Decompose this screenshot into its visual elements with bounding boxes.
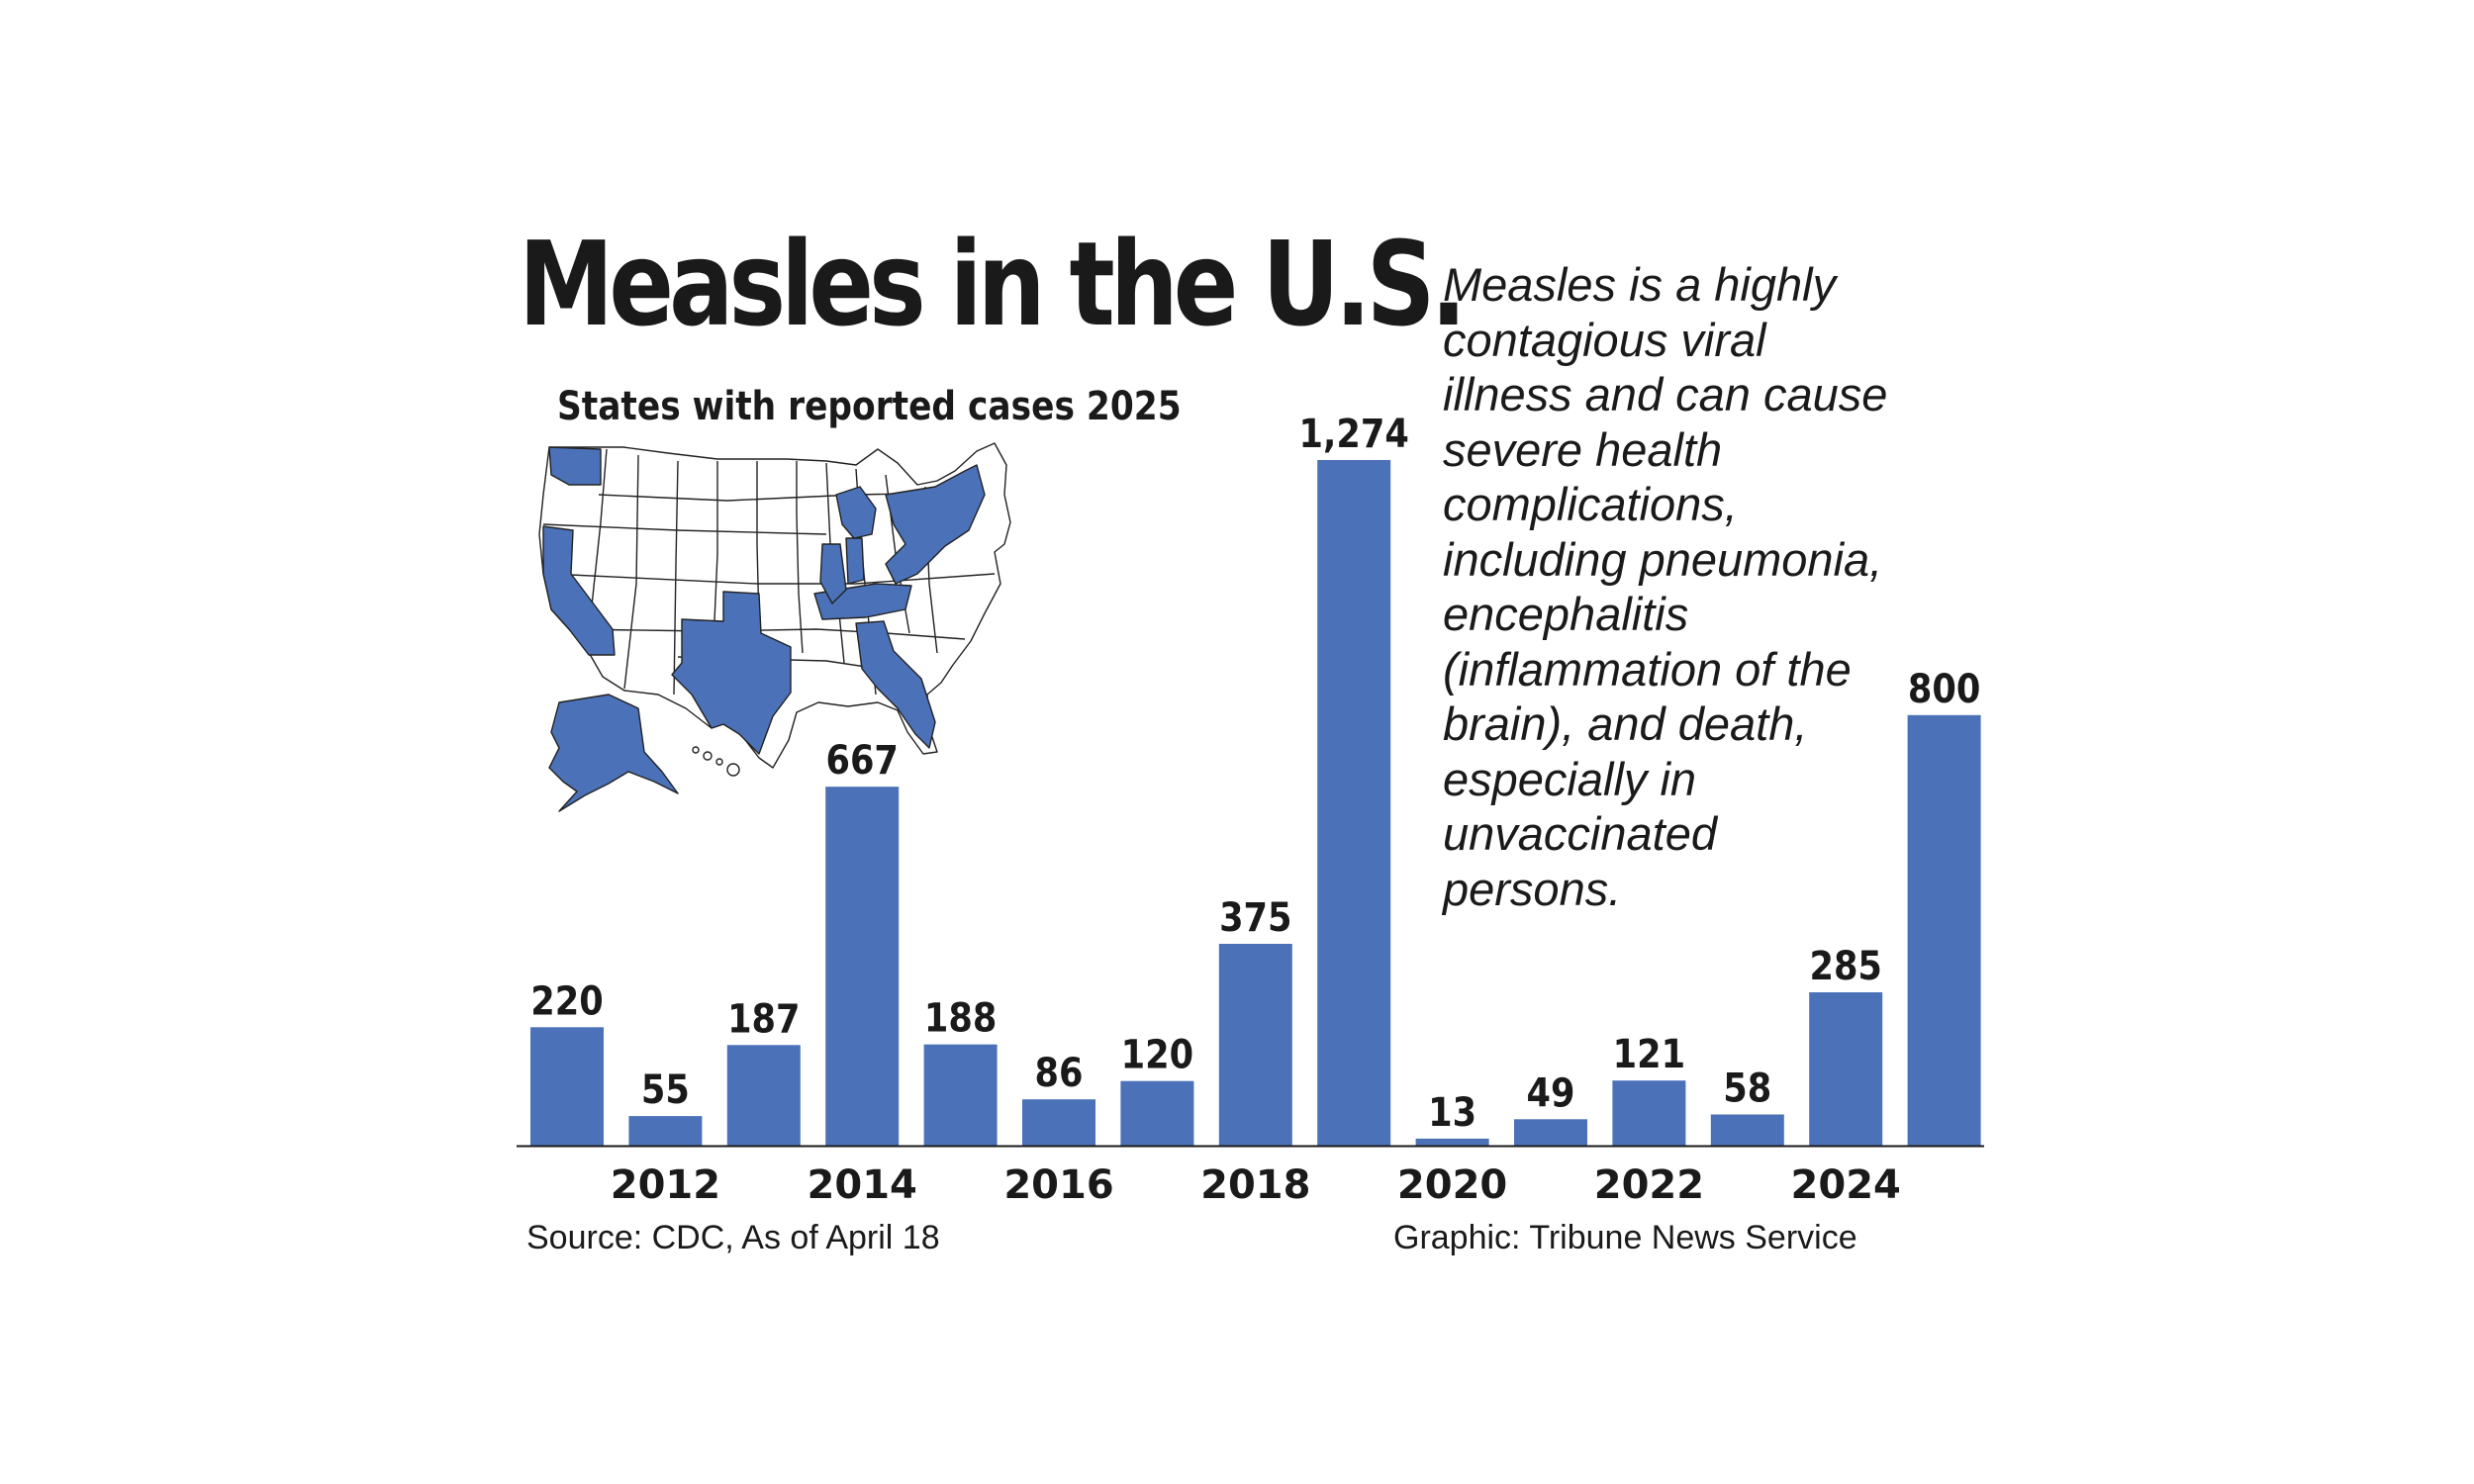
description-text: Measles is a highly contagious viral ill… xyxy=(1443,258,1888,915)
x-tick-label-2016: 2016 xyxy=(1003,1162,1113,1208)
map-title: States with reported cases 2025 xyxy=(557,384,1182,429)
bar-2015 xyxy=(923,1044,998,1146)
source-note: Source: CDC, As of April 18 xyxy=(526,1219,940,1256)
bar-2019 xyxy=(1317,460,1391,1146)
state-texas xyxy=(671,591,792,755)
value-label-2024: 285 xyxy=(1809,943,1881,989)
state-california xyxy=(542,525,616,656)
bar-2013 xyxy=(726,1045,801,1146)
state-washington xyxy=(548,446,602,486)
bar-2024 xyxy=(1809,992,1883,1146)
bar-2021 xyxy=(1514,1119,1587,1146)
state-hawaii xyxy=(692,746,740,777)
bar-2018 xyxy=(1218,944,1292,1146)
state-illinois xyxy=(819,543,847,604)
x-tick-label-2018: 2018 xyxy=(1200,1162,1310,1208)
state-northeast xyxy=(885,464,986,585)
bar-2017 xyxy=(1120,1080,1194,1146)
credit-note: Graphic: Tribune News Service xyxy=(1393,1219,1857,1256)
value-label-2017: 120 xyxy=(1121,1032,1193,1078)
bar-2025 xyxy=(1907,714,1981,1146)
bar-2023 xyxy=(1710,1114,1784,1146)
bar-2020 xyxy=(1415,1138,1489,1146)
value-label-2019: 1,274 xyxy=(1299,411,1409,457)
chart-title: Measles in the U.S. xyxy=(519,216,1467,352)
x-tick-label-2020: 2020 xyxy=(1397,1162,1507,1208)
bar-2011 xyxy=(530,1027,604,1146)
value-label-2022: 121 xyxy=(1613,1031,1685,1077)
x-tick-label-2014: 2014 xyxy=(808,1162,917,1208)
bar-2016 xyxy=(1022,1099,1095,1146)
bar-2014 xyxy=(825,787,900,1146)
value-label-2025: 800 xyxy=(1908,666,1980,712)
bar-2022 xyxy=(1612,1080,1686,1146)
highlighted-states xyxy=(542,446,986,755)
value-label-2015: 188 xyxy=(924,995,997,1042)
x-tick-label-2024: 2024 xyxy=(1791,1162,1901,1208)
us-map xyxy=(538,442,1011,812)
state-michigan xyxy=(835,486,877,539)
value-label-2014: 667 xyxy=(825,737,898,784)
bar-2012 xyxy=(628,1116,703,1146)
value-label-2021: 49 xyxy=(1527,1069,1575,1116)
value-label-2013: 187 xyxy=(727,995,800,1042)
value-label-2011: 220 xyxy=(530,977,603,1024)
state-georgia-florida xyxy=(855,620,936,749)
value-label-2012: 55 xyxy=(641,1067,690,1113)
state-alaska xyxy=(548,694,679,812)
x-tick-label-2012: 2012 xyxy=(611,1162,720,1208)
value-label-2020: 13 xyxy=(1428,1089,1476,1136)
value-label-2023: 58 xyxy=(1723,1065,1771,1111)
value-label-2016: 86 xyxy=(1035,1050,1084,1096)
value-label-2018: 375 xyxy=(1219,894,1291,941)
x-tick-label-2022: 2022 xyxy=(1594,1162,1704,1208)
